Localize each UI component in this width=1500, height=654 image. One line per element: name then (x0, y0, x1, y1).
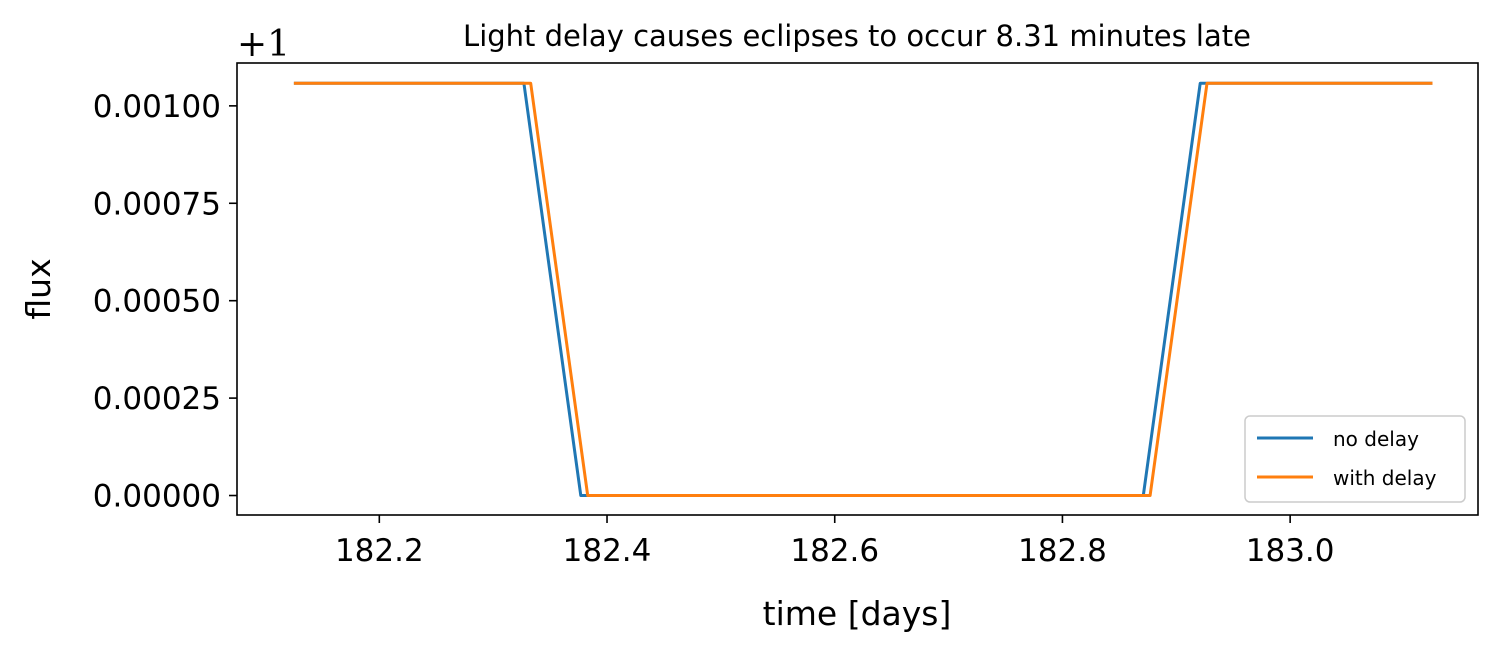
y-tick-label: 0.00025 (93, 381, 221, 417)
x-axis-ticks: 182.2 182.4 182.6 182.8 183.0 (335, 515, 1335, 569)
x-axis-label: time [days] (763, 594, 952, 633)
y-tick-label: 0.00050 (93, 284, 221, 320)
legend-label-no-delay: no delay (1333, 427, 1419, 451)
x-tick-label: 182.2 (335, 533, 424, 569)
legend-label-with-delay: with delay (1333, 466, 1437, 490)
y-axis-ticks: 0.00000 0.00025 0.00050 0.00075 0.00100 (93, 89, 237, 515)
series-layer (293, 81, 1433, 497)
x-tick-label: 182.6 (790, 533, 879, 569)
y-axis-label: flux (19, 258, 58, 319)
y-tick-label: 0.00000 (93, 479, 221, 515)
series-line-with-delay (293, 81, 1433, 497)
x-tick-label: 182.4 (563, 533, 652, 569)
x-tick-label: 183.0 (1246, 533, 1335, 569)
y-tick-label: 0.00100 (93, 89, 221, 125)
x-tick-label: 182.8 (1018, 533, 1107, 569)
y-offset-label: +1 (237, 24, 290, 65)
legend: no delay with delay (1244, 415, 1466, 503)
axes-frame (236, 62, 1479, 516)
y-tick-label: 0.00075 (93, 186, 221, 222)
chart-title: Light delay causes eclipses to occur 8.3… (463, 19, 1251, 53)
